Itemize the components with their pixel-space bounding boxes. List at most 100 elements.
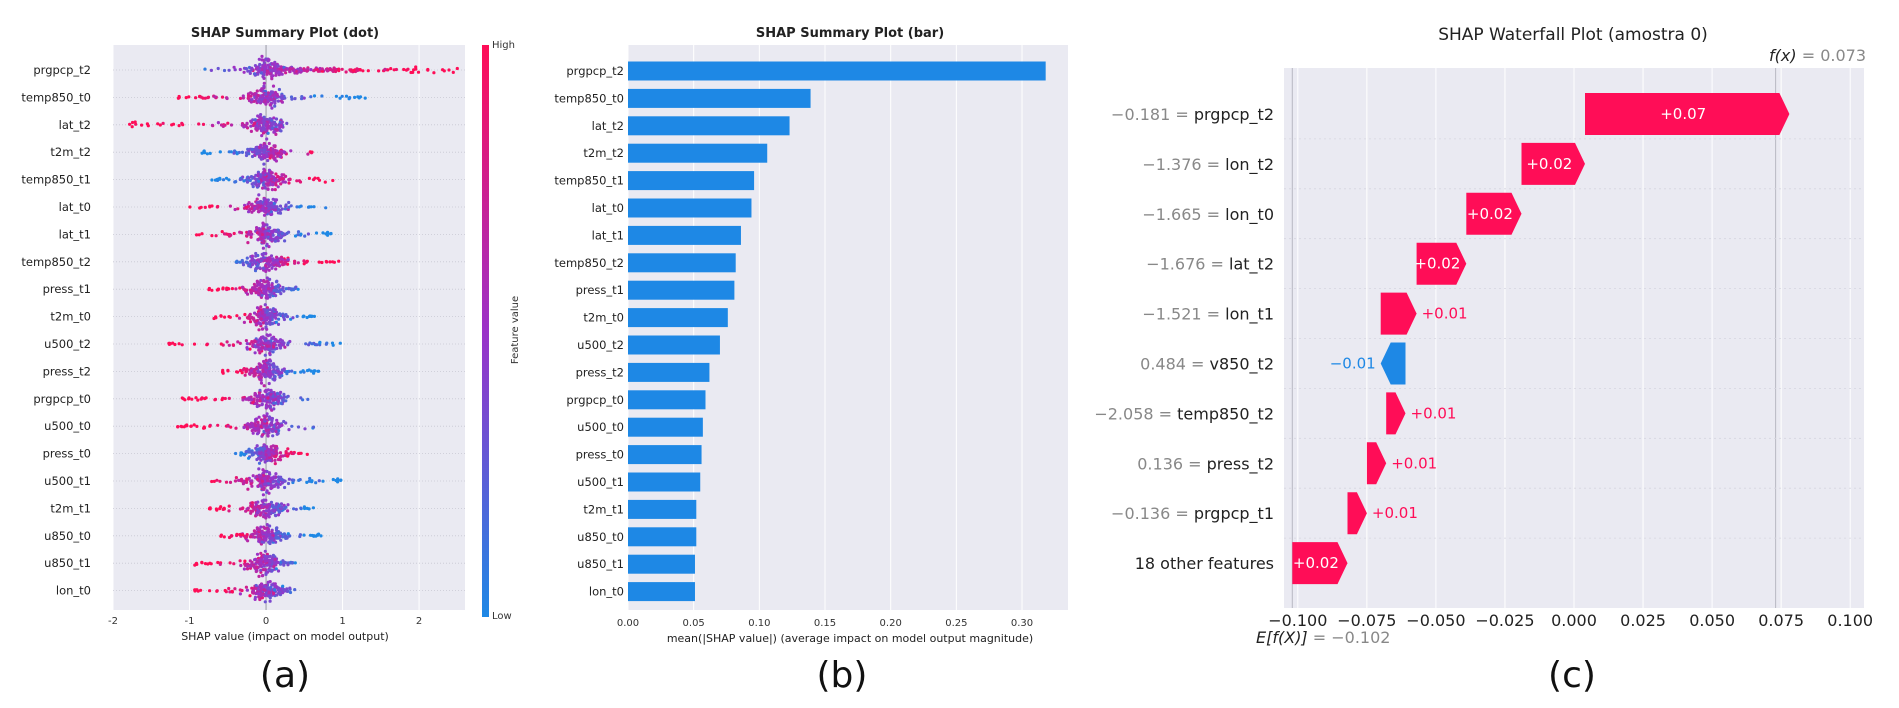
dot-point bbox=[286, 503, 290, 507]
waterfall-x-tick-label: 0.025 bbox=[1620, 611, 1666, 630]
dot-point bbox=[242, 367, 246, 371]
dot-point bbox=[253, 64, 257, 68]
dot-point bbox=[262, 384, 266, 388]
dot-point bbox=[188, 205, 192, 209]
dot-point bbox=[269, 210, 273, 214]
dot-point bbox=[265, 400, 269, 404]
dot-point bbox=[271, 508, 275, 512]
dot-point bbox=[340, 67, 344, 71]
dot-point bbox=[249, 398, 254, 402]
dot-point bbox=[238, 67, 242, 72]
dot-point bbox=[248, 312, 252, 316]
dot-point bbox=[279, 390, 283, 394]
dot-point bbox=[280, 260, 284, 264]
dot-point bbox=[286, 447, 290, 451]
dot-point bbox=[260, 293, 264, 297]
dot-point bbox=[286, 262, 290, 266]
dot-point bbox=[294, 507, 298, 511]
dot-point bbox=[273, 585, 277, 589]
dot-point bbox=[304, 260, 308, 264]
bar-feature-label: t2m_t2 bbox=[583, 146, 624, 160]
dot-point bbox=[270, 336, 274, 340]
dot-point bbox=[227, 68, 231, 72]
dot-point bbox=[324, 67, 328, 71]
dot-point bbox=[261, 119, 265, 123]
dot-point bbox=[377, 69, 381, 73]
dot-point bbox=[227, 396, 231, 400]
dot-point bbox=[299, 506, 303, 510]
dot-point bbox=[442, 69, 446, 73]
dot-point bbox=[273, 99, 277, 103]
dot-point bbox=[282, 341, 286, 345]
dot-point bbox=[253, 595, 257, 599]
dot-point bbox=[286, 481, 291, 486]
dot-point bbox=[317, 532, 321, 536]
dot-point bbox=[212, 479, 216, 483]
dot-point bbox=[214, 234, 218, 238]
dot-point bbox=[276, 508, 281, 512]
dot-point bbox=[234, 260, 238, 264]
dot-point bbox=[227, 234, 232, 238]
waterfall-x-tick-label: −0.025 bbox=[1475, 611, 1534, 630]
dot-point bbox=[339, 478, 343, 482]
feature-value: 0.136 = bbox=[1137, 454, 1206, 473]
dot-point bbox=[210, 234, 214, 238]
dot-point bbox=[236, 340, 240, 344]
feature-name: lon_t2 bbox=[1225, 155, 1274, 175]
dot-point bbox=[261, 433, 265, 437]
dot-point bbox=[338, 341, 342, 345]
dot-point bbox=[305, 369, 310, 373]
dot-point bbox=[321, 479, 325, 483]
dot-point bbox=[245, 567, 250, 571]
dot-point bbox=[216, 423, 220, 427]
dot-point bbox=[318, 340, 322, 344]
dot-point bbox=[244, 67, 248, 71]
dot-point bbox=[259, 148, 263, 152]
dot-point bbox=[261, 65, 265, 69]
dot-point bbox=[266, 586, 270, 590]
dot-point bbox=[281, 584, 285, 588]
dot-point bbox=[133, 120, 137, 124]
dot-point bbox=[239, 477, 244, 481]
dot-point bbox=[309, 314, 314, 319]
dot-point bbox=[312, 94, 317, 98]
dot-point bbox=[258, 455, 262, 459]
dot-point bbox=[278, 455, 282, 459]
dot-point bbox=[259, 113, 263, 117]
dot-point bbox=[283, 239, 287, 243]
dot-point bbox=[270, 77, 274, 81]
feature-name: prgpcp_t2 bbox=[1194, 105, 1274, 125]
dot-point bbox=[271, 503, 275, 507]
dot-point bbox=[264, 453, 268, 457]
dot-point bbox=[297, 205, 301, 209]
dot-point bbox=[331, 178, 335, 183]
dot-point bbox=[265, 489, 269, 493]
dot-point bbox=[264, 509, 268, 513]
waterfall-x-tick-label: 0.100 bbox=[1827, 611, 1873, 630]
dot-point bbox=[284, 450, 288, 454]
dot-point bbox=[288, 68, 292, 72]
dot-point bbox=[267, 431, 271, 435]
dot-point bbox=[261, 493, 265, 497]
dot-point bbox=[267, 594, 271, 598]
dot-point bbox=[268, 564, 272, 568]
dot-point bbox=[275, 93, 279, 97]
dot-point bbox=[250, 429, 254, 433]
waterfall-bar-7 bbox=[1386, 392, 1406, 435]
dot-point bbox=[269, 288, 273, 292]
dot-point bbox=[254, 254, 258, 258]
dot-point bbox=[213, 398, 217, 402]
dot-point bbox=[307, 479, 311, 483]
dot-point bbox=[273, 90, 278, 95]
dot-point bbox=[203, 562, 208, 566]
dot-point bbox=[184, 424, 188, 428]
dot-point bbox=[180, 396, 184, 400]
dot-point bbox=[293, 234, 298, 238]
dot-point bbox=[296, 261, 300, 265]
dot-point bbox=[242, 452, 246, 456]
dot-point bbox=[222, 68, 227, 73]
dot-point bbox=[263, 347, 267, 351]
dot-point bbox=[261, 221, 265, 225]
dot-point bbox=[324, 342, 328, 346]
dot-point bbox=[197, 122, 201, 126]
